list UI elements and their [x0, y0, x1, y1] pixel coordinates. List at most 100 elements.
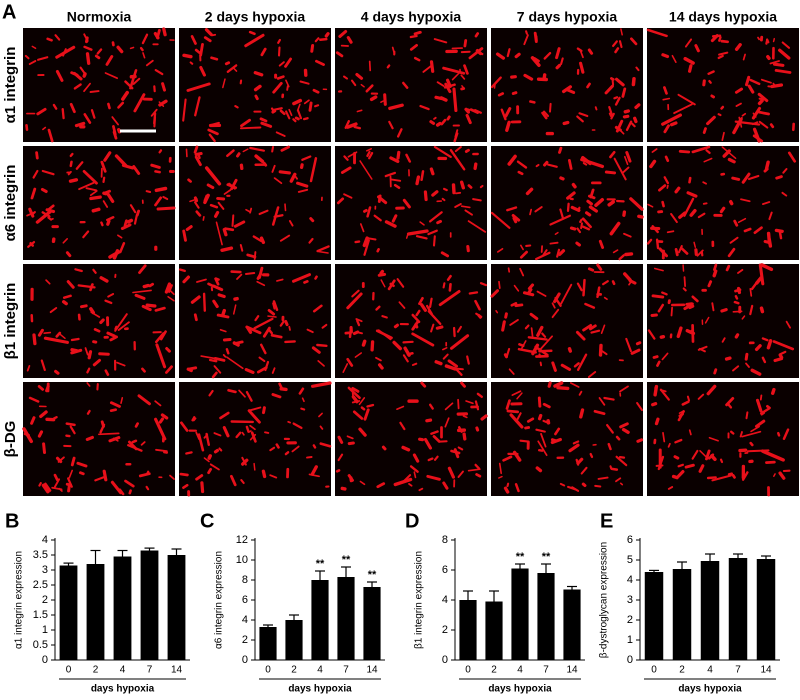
vessel — [526, 31, 527, 33]
vessel — [131, 48, 134, 49]
vessel — [436, 362, 441, 364]
significance: ** — [368, 569, 377, 581]
vessel — [519, 172, 522, 174]
x-axis-title: days hypoxia — [91, 684, 155, 695]
y-axis-title: β-dystroglycan expression — [599, 542, 610, 658]
vessel — [540, 355, 541, 357]
vessel — [108, 104, 109, 108]
vessel — [224, 355, 226, 357]
vessel — [157, 30, 159, 37]
vessel — [111, 410, 116, 411]
y-tick-label: 4 — [442, 594, 448, 606]
vessel — [741, 432, 742, 437]
vessel — [202, 483, 203, 492]
vessel — [93, 209, 99, 211]
column-header: 4 days hypoxia — [361, 9, 462, 25]
vessel — [667, 186, 668, 188]
vessel — [222, 248, 231, 250]
vessel — [64, 302, 66, 304]
error-bar — [341, 567, 351, 577]
x-tick-label: 2 — [491, 665, 497, 676]
significance: ** — [316, 558, 325, 570]
vessel — [535, 33, 536, 41]
vessel — [209, 456, 210, 458]
vessel — [367, 405, 373, 407]
x-tick-label: 7 — [343, 665, 349, 676]
vessel — [420, 439, 423, 440]
vessel — [620, 41, 622, 47]
vessel — [454, 89, 456, 111]
vessel — [638, 440, 642, 442]
micrograph — [647, 382, 799, 496]
vessel — [712, 303, 713, 310]
vessel — [42, 189, 46, 191]
vessel — [415, 32, 420, 34]
vessel — [229, 390, 236, 392]
vessel — [382, 316, 386, 317]
vessel — [301, 409, 304, 410]
y-tick-label: 10 — [236, 554, 248, 566]
y-tick-label: 1 — [627, 634, 633, 646]
x-tick-label: 14 — [566, 665, 578, 676]
vessel — [315, 105, 318, 106]
vessel — [690, 331, 692, 333]
vessel — [95, 329, 99, 331]
vessel — [154, 113, 155, 123]
vessel — [91, 91, 99, 92]
vessel — [767, 40, 768, 43]
vessel — [745, 229, 750, 231]
error-bar — [289, 615, 299, 620]
vessel — [250, 32, 254, 34]
vessel — [67, 253, 69, 256]
vessel — [69, 485, 70, 491]
x-axis-title: days hypoxia — [678, 684, 742, 695]
vessel — [626, 254, 632, 255]
row-label: α1 integrin — [2, 47, 19, 124]
vessel — [587, 213, 590, 215]
vessel — [704, 203, 707, 204]
vessel — [657, 362, 659, 366]
error-bar — [263, 625, 273, 627]
error-bar — [145, 548, 155, 550]
vessel — [160, 150, 161, 152]
y-tick-label: 0 — [627, 654, 633, 666]
vessel — [167, 349, 170, 352]
y-tick-label: 4 — [627, 574, 633, 586]
vessel — [598, 288, 600, 297]
vessel — [286, 452, 288, 454]
vessel — [674, 477, 678, 478]
bar — [87, 564, 105, 660]
vessel — [624, 430, 629, 433]
vessel — [625, 111, 628, 112]
vessel — [268, 316, 276, 317]
vessel — [104, 178, 105, 182]
vessel — [609, 202, 613, 205]
vessel — [247, 427, 249, 432]
vessel — [163, 84, 165, 90]
vessel — [232, 272, 241, 273]
vessel — [564, 123, 568, 124]
vessel — [87, 369, 89, 373]
vessel — [715, 370, 716, 373]
y-tick-label: 8 — [442, 534, 448, 546]
error-bar — [489, 591, 499, 602]
vessel — [629, 283, 630, 285]
vessel — [637, 343, 639, 344]
vessel — [496, 311, 497, 313]
vessel — [216, 451, 218, 452]
bar — [363, 587, 380, 660]
vessel — [150, 284, 153, 286]
vessel — [128, 220, 131, 222]
vessel — [293, 119, 295, 121]
row-label: β-DG — [2, 421, 19, 458]
error-bar — [677, 562, 687, 569]
vessel — [256, 96, 257, 99]
vessel — [96, 56, 99, 58]
vessel — [241, 128, 261, 129]
vessel — [71, 180, 77, 181]
vessel — [552, 440, 556, 441]
vessel — [679, 465, 683, 467]
error-bar — [541, 564, 551, 573]
vessel — [39, 432, 41, 436]
vessel — [246, 273, 254, 274]
